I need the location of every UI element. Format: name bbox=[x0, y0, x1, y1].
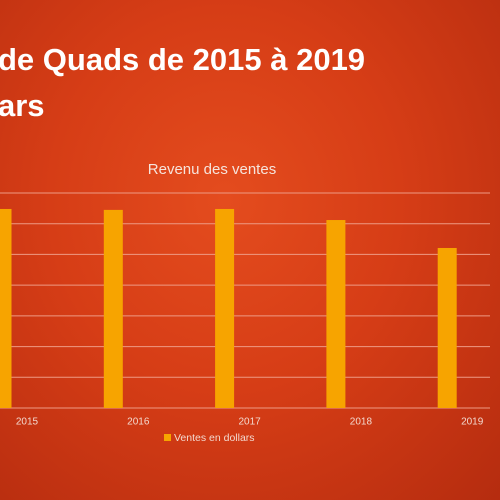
x-tick-label: 2016 bbox=[127, 417, 150, 428]
legend-swatch bbox=[164, 434, 171, 441]
bar bbox=[215, 208, 235, 408]
bar bbox=[0, 208, 12, 408]
x-tick-label: 2017 bbox=[238, 417, 261, 428]
x-tick-label: 2015 bbox=[16, 417, 39, 428]
x-tick-label: 2019 bbox=[461, 417, 484, 428]
bar bbox=[103, 209, 123, 408]
slide-title-line: ars bbox=[0, 88, 45, 123]
bar bbox=[326, 220, 346, 408]
x-tick-label: 2018 bbox=[350, 417, 373, 428]
chart-title: Revenu des ventes bbox=[148, 161, 276, 178]
bar bbox=[437, 247, 457, 408]
legend-label: Ventes en dollars bbox=[174, 432, 255, 444]
slide-title-line: de Quads de 2015 à 2019 bbox=[0, 42, 365, 77]
